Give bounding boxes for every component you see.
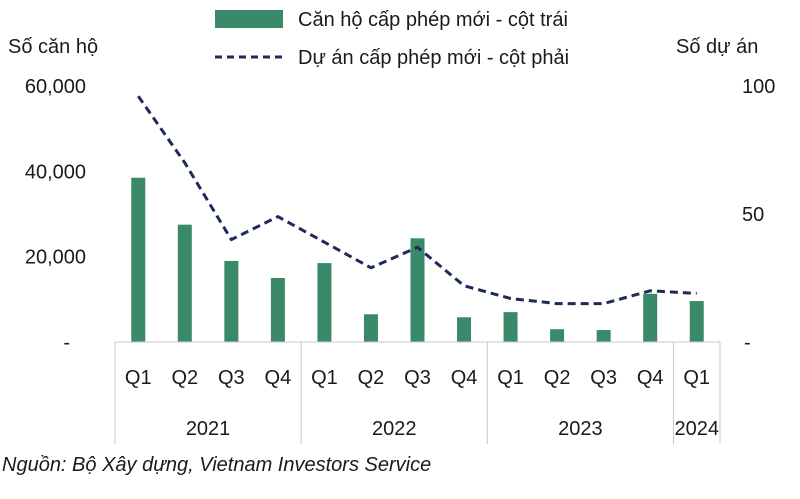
legend-bar-label: Căn hộ cấp phép mới - cột trái bbox=[298, 9, 568, 31]
legend-line-label: Dự án cấp phép mới - cột phải bbox=[298, 47, 569, 69]
bar bbox=[131, 177, 146, 342]
bar bbox=[643, 293, 658, 342]
bar bbox=[457, 317, 472, 342]
source-note: Nguồn: Bộ Xây dựng, Vietnam Investors Se… bbox=[2, 454, 431, 476]
x-year-label: 2022 bbox=[372, 418, 417, 440]
legend: Căn hộ cấp phép mới - cột trái Dự án cấp… bbox=[215, 9, 569, 69]
left-tick-label: 40,000 bbox=[25, 161, 86, 183]
left-axis: - 20,000 40,000 60,000 bbox=[25, 76, 86, 354]
x-tick-label: Q1 bbox=[683, 367, 710, 389]
left-axis-title: Số căn hộ bbox=[8, 36, 98, 58]
bar-series bbox=[131, 177, 704, 342]
bar bbox=[317, 263, 332, 342]
x-tick-label: Q1 bbox=[311, 367, 338, 389]
left-tick-label: 20,000 bbox=[25, 247, 86, 269]
x-year-label: 2024 bbox=[674, 418, 719, 440]
bar bbox=[363, 314, 378, 342]
right-axis: - 50 100 bbox=[742, 76, 775, 354]
right-tick-label: 100 bbox=[742, 76, 775, 98]
bar bbox=[410, 238, 425, 342]
x-tick-label: Q3 bbox=[218, 367, 245, 389]
left-tick-label: - bbox=[63, 332, 70, 354]
series-line bbox=[137, 95, 697, 306]
x-year-label: 2021 bbox=[186, 418, 231, 440]
right-tick-label: 50 bbox=[742, 204, 764, 226]
x-tick-label: Q4 bbox=[265, 367, 292, 389]
right-tick-label: - bbox=[744, 332, 751, 354]
x-tick-label: Q3 bbox=[404, 367, 431, 389]
x-tick-label: Q1 bbox=[497, 367, 524, 389]
x-axis: Q1 Q2 Q3 Q4 Q1 Q2 Q3 Q4 Q1 Q2 Q3 Q4 Q1 2021 2022 2023 20… bbox=[114, 341, 721, 444]
right-axis-title: Số dự án bbox=[676, 36, 758, 58]
x-year-label: 2023 bbox=[558, 418, 603, 440]
x-tick-label: Q2 bbox=[358, 367, 385, 389]
left-tick-label: 60,000 bbox=[25, 76, 86, 98]
x-tick-label: Q4 bbox=[451, 367, 478, 389]
x-tick-label: Q2 bbox=[171, 367, 198, 389]
x-tick-label: Q2 bbox=[544, 367, 571, 389]
bar bbox=[689, 301, 704, 342]
x-tick-label: Q3 bbox=[590, 367, 617, 389]
bar bbox=[550, 329, 565, 342]
bar bbox=[503, 312, 518, 342]
bar bbox=[177, 224, 192, 342]
x-tick-label: Q1 bbox=[125, 367, 152, 389]
bar bbox=[270, 278, 285, 342]
line-series bbox=[137, 95, 697, 306]
legend-bar-swatch bbox=[215, 10, 283, 28]
bar bbox=[596, 330, 611, 342]
x-tick-label: Q4 bbox=[637, 367, 664, 389]
bar bbox=[224, 260, 239, 342]
